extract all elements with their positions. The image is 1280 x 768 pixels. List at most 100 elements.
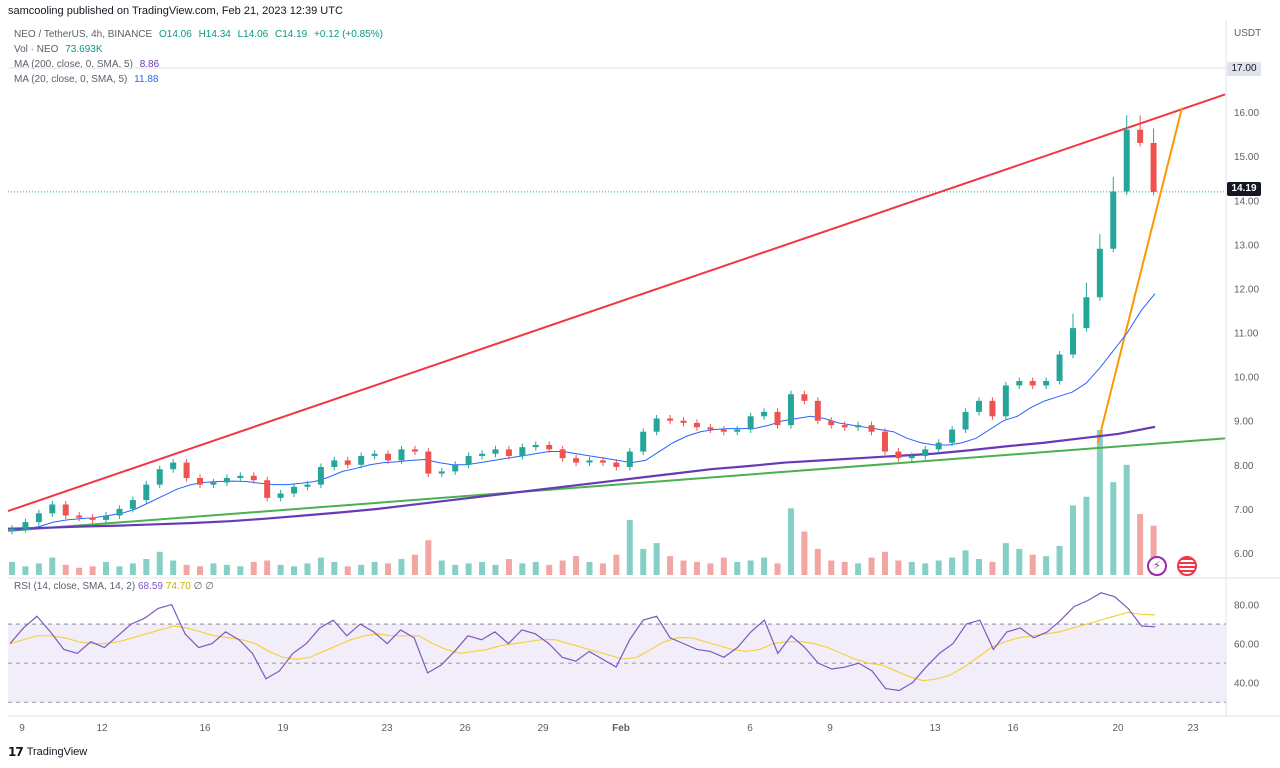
time-tick-label: 23 bbox=[1187, 723, 1199, 734]
rsi-pane[interactable] bbox=[8, 592, 1226, 703]
volume-bar bbox=[801, 531, 808, 575]
candle-body bbox=[680, 420, 687, 423]
main-legend: NEO / TetherUS, 4h, BINANCE O14.06 H14.3… bbox=[14, 27, 387, 87]
candle-body bbox=[492, 449, 499, 454]
time-tick-label: Feb bbox=[612, 723, 630, 734]
candle-body bbox=[949, 429, 956, 443]
volume-row[interactable]: Vol · NEO 73.693K bbox=[14, 42, 387, 57]
volume-bar bbox=[626, 519, 633, 575]
volume-bar bbox=[814, 548, 821, 575]
rsi-line bbox=[9, 592, 1156, 692]
ma200-polyline bbox=[7, 425, 1156, 530]
candle-body bbox=[505, 449, 512, 456]
candle-body bbox=[291, 486, 298, 494]
volume-bar bbox=[89, 566, 96, 575]
volume-bar bbox=[841, 561, 848, 575]
candle-body bbox=[640, 431, 647, 452]
ma20-line bbox=[11, 293, 1156, 532]
candle-body bbox=[452, 464, 459, 472]
volume-bar bbox=[371, 561, 378, 575]
candle-body bbox=[371, 453, 378, 456]
candle-body bbox=[9, 528, 15, 531]
volume-bar bbox=[197, 566, 204, 575]
volume-bar bbox=[452, 564, 459, 575]
time-axis[interactable]: 9 12 16 19 23 26 29 Feb 6 9 13 16 20 23 bbox=[19, 723, 1199, 734]
us-flag-icon[interactable] bbox=[1177, 556, 1197, 576]
time-tick-label: 16 bbox=[1007, 723, 1019, 734]
candle-body bbox=[519, 447, 526, 456]
volume-bar bbox=[895, 560, 902, 575]
volume-bar bbox=[277, 564, 284, 575]
volume-bar bbox=[680, 560, 687, 575]
candle-body bbox=[398, 449, 405, 461]
rsi-label: RSI (14, close, SMA, 14, 2) bbox=[14, 581, 136, 592]
volume-value: 73.693K bbox=[65, 44, 103, 55]
candle-body bbox=[62, 504, 69, 516]
candle-body bbox=[1069, 328, 1076, 355]
volume-bar bbox=[640, 548, 647, 575]
price-axis[interactable]: 6.00 7.00 8.00 9.00 10.00 11.00 12.00 13.00 14.0… bbox=[1234, 108, 1259, 690]
candle-body bbox=[814, 400, 821, 421]
candle-body bbox=[277, 493, 284, 498]
trendlines[interactable] bbox=[7, 93, 1226, 532]
candle-body bbox=[304, 484, 311, 487]
volume-bar bbox=[707, 563, 714, 575]
ma200-row[interactable]: MA (200, close, 0, SMA, 5) 8.86 bbox=[14, 57, 387, 72]
ma20-label: MA (20, close, 0, SMA, 5) bbox=[14, 74, 128, 85]
volume-bar bbox=[975, 559, 982, 575]
price-tick-label: 13.00 bbox=[1234, 240, 1259, 251]
candle-body bbox=[841, 425, 848, 428]
volume-bar bbox=[962, 550, 969, 575]
candle-body bbox=[317, 466, 324, 485]
time-tick-label: 9 bbox=[19, 723, 25, 734]
volume-bar bbox=[116, 566, 123, 575]
candle-body bbox=[532, 444, 539, 448]
volume-bar bbox=[49, 557, 56, 575]
ohlc-high: H14.34 bbox=[198, 29, 231, 40]
volume-bar bbox=[465, 563, 472, 575]
volume-bar bbox=[411, 554, 418, 575]
volume-bar bbox=[546, 564, 553, 575]
volume-bar bbox=[532, 561, 539, 575]
volume-bar bbox=[425, 540, 432, 575]
volume-bar bbox=[1002, 543, 1009, 575]
publisher-attribution: samcooling published on TradingView.com,… bbox=[8, 5, 343, 17]
ma20-row[interactable]: MA (20, close, 0, SMA, 5) 11.88 bbox=[14, 72, 387, 87]
candle-body bbox=[1002, 385, 1009, 417]
candle-body bbox=[1016, 381, 1023, 386]
volume-bar bbox=[156, 551, 163, 575]
tradingview-logo[interactable]: 𝟭𝟳 TradingView bbox=[8, 745, 87, 759]
candle-body bbox=[1110, 191, 1117, 249]
candle-body bbox=[35, 513, 42, 523]
volume-bar bbox=[264, 560, 271, 575]
price-tick-label: 14.00 bbox=[1234, 196, 1259, 207]
volume-bar bbox=[935, 560, 942, 575]
volume-bar bbox=[667, 556, 674, 575]
ma20-value: 11.88 bbox=[134, 74, 159, 85]
candle-body bbox=[922, 449, 929, 456]
volume-bar bbox=[1043, 556, 1050, 575]
rsi-legend[interactable]: RSI (14, close, SMA, 14, 2) 68.59 74.70 … bbox=[14, 581, 214, 592]
rsi-extra-2: ∅ bbox=[205, 581, 214, 592]
volume-bar bbox=[1150, 525, 1157, 575]
candle-body bbox=[411, 449, 418, 452]
candle-body bbox=[586, 460, 593, 463]
top-price-label: 17.00 bbox=[1227, 62, 1261, 76]
candle-body bbox=[49, 504, 56, 514]
candle-body bbox=[693, 422, 700, 428]
time-tick-label: 20 bbox=[1112, 723, 1124, 734]
candle-body bbox=[438, 471, 445, 474]
candles bbox=[9, 115, 1157, 535]
symbol-label[interactable]: NEO / TetherUS, 4h, BINANCE bbox=[14, 29, 153, 40]
price-tick-label: 11.00 bbox=[1234, 329, 1259, 340]
last-price-badge: 14.19 bbox=[1227, 182, 1261, 196]
price-tick-label: 12.00 bbox=[1234, 284, 1259, 295]
rsi-extra-1: ∅ bbox=[193, 581, 203, 592]
volume-bar bbox=[1137, 514, 1144, 575]
lightning-icon[interactable]: ⚡ bbox=[1147, 556, 1167, 576]
volume-bar bbox=[653, 543, 660, 575]
volume-bar bbox=[210, 563, 217, 575]
candle-body bbox=[868, 425, 875, 432]
candle-body bbox=[76, 515, 83, 518]
